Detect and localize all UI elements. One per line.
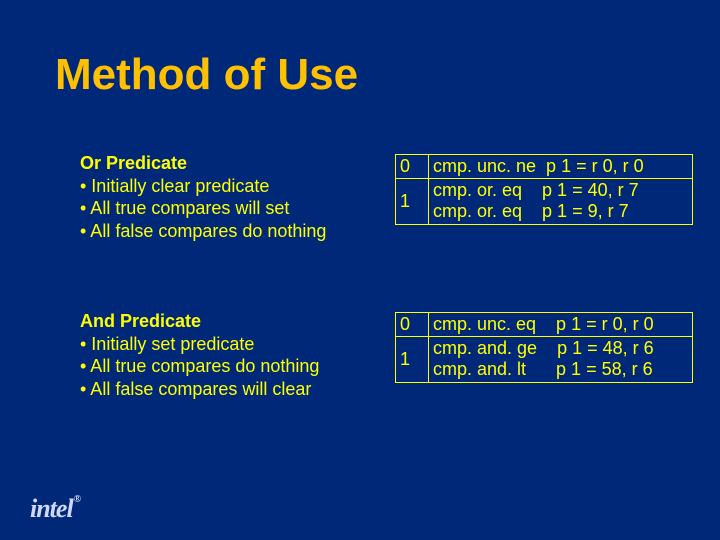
row-index: 0 bbox=[396, 155, 429, 179]
row-index: 1 bbox=[396, 179, 429, 224]
code-table-or: 0 cmp. unc. ne p 1 = r 0, r 0 1 cmp. or.… bbox=[395, 154, 693, 225]
table-row: 0 cmp. unc. eq p 1 = r 0, r 0 bbox=[396, 313, 693, 337]
code-line: cmp. and. ge p 1 = 48, r 6 bbox=[433, 338, 688, 359]
slide-title: Method of Use bbox=[55, 50, 358, 100]
registered-mark: ® bbox=[74, 494, 80, 505]
section-heading: Or Predicate bbox=[80, 152, 370, 175]
code-line: cmp. and. lt p 1 = 58, r 6 bbox=[433, 359, 688, 380]
table-row: 1 cmp. and. ge p 1 = 48, r 6 cmp. and. l… bbox=[396, 337, 693, 382]
section-or-predicate: Or Predicate • Initially clear predicate… bbox=[80, 152, 370, 242]
row-index: 0 bbox=[396, 313, 429, 337]
row-code: cmp. unc. eq p 1 = r 0, r 0 bbox=[429, 313, 693, 337]
logo-text: intel bbox=[30, 494, 73, 523]
bullet: • All false compares do nothing bbox=[80, 220, 370, 243]
row-index: 1 bbox=[396, 337, 429, 382]
bullet: • All false compares will clear bbox=[80, 378, 370, 401]
section-and-predicate: And Predicate • Initially set predicate … bbox=[80, 310, 370, 400]
code-line: cmp. unc. ne p 1 = r 0, r 0 bbox=[433, 156, 688, 177]
table-row: 0 cmp. unc. ne p 1 = r 0, r 0 bbox=[396, 155, 693, 179]
bullet: • All true compares will set bbox=[80, 197, 370, 220]
bullet: • All true compares do nothing bbox=[80, 355, 370, 378]
table-row: 1 cmp. or. eq p 1 = 40, r 7 cmp. or. eq … bbox=[396, 179, 693, 224]
row-code: cmp. unc. ne p 1 = r 0, r 0 bbox=[429, 155, 693, 179]
code-table-and: 0 cmp. unc. eq p 1 = r 0, r 0 1 cmp. and… bbox=[395, 312, 693, 383]
row-code: cmp. and. ge p 1 = 48, r 6 cmp. and. lt … bbox=[429, 337, 693, 382]
bullet: • Initially set predicate bbox=[80, 333, 370, 356]
code-line: cmp. or. eq p 1 = 40, r 7 bbox=[433, 180, 688, 201]
code-line: cmp. unc. eq p 1 = r 0, r 0 bbox=[433, 314, 688, 335]
bullet: • Initially clear predicate bbox=[80, 175, 370, 198]
section-heading: And Predicate bbox=[80, 310, 370, 333]
intel-logo: intel® bbox=[30, 494, 80, 524]
code-line: cmp. or. eq p 1 = 9, r 7 bbox=[433, 201, 688, 222]
row-code: cmp. or. eq p 1 = 40, r 7 cmp. or. eq p … bbox=[429, 179, 693, 224]
